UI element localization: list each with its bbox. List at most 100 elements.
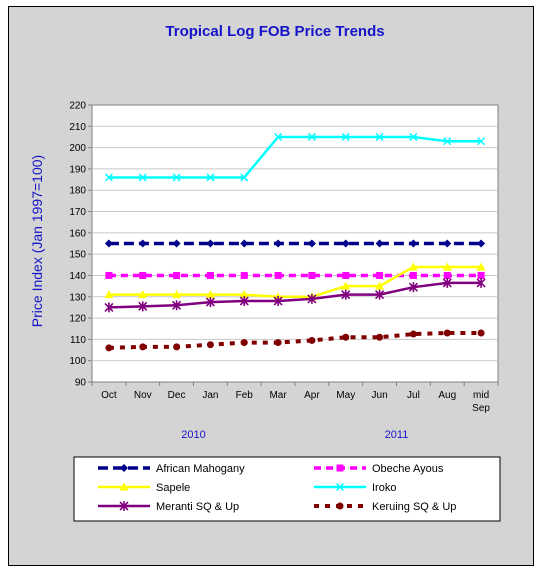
legend-item-iroko: Iroko <box>314 482 396 494</box>
x-tick-label: Sep <box>472 403 490 414</box>
data-point <box>104 290 114 299</box>
x-tick-label: Apr <box>304 390 320 401</box>
data-point <box>240 339 248 347</box>
data-point <box>172 290 182 299</box>
data-point <box>443 329 451 337</box>
data-point <box>307 293 317 304</box>
data-point <box>375 132 384 141</box>
legend-label: African Mahogany <box>156 463 245 475</box>
data-point <box>375 281 385 290</box>
legend-marker <box>120 464 128 472</box>
data-point <box>477 137 486 146</box>
x-tick-label: Jan <box>202 390 218 401</box>
x-tick-label: Mar <box>269 390 287 401</box>
y-tick-label: 150 <box>69 250 86 261</box>
legend-marker <box>336 502 344 510</box>
data-point <box>138 173 147 182</box>
data-point <box>409 239 418 248</box>
x-tick-label: mid <box>473 390 489 401</box>
legend-label: Sapele <box>156 482 190 494</box>
data-point <box>274 132 283 141</box>
chart-title: Tropical Log FOB Price Trends <box>165 23 384 40</box>
data-point <box>205 290 215 299</box>
data-point <box>172 173 181 182</box>
y-tick-label: 220 <box>69 101 86 112</box>
data-point <box>104 239 113 248</box>
data-point <box>139 271 147 279</box>
series-line <box>108 265 482 299</box>
data-point <box>206 271 214 279</box>
data-point <box>138 239 147 248</box>
legend-item-keruing-sq-up: Keruing SQ & Up <box>314 501 456 513</box>
data-point <box>442 262 452 271</box>
data-point <box>409 271 417 279</box>
y-tick-label: 130 <box>69 292 86 303</box>
x-tick-label: Oct <box>101 390 117 401</box>
data-point <box>139 343 147 351</box>
series-obeche-ayous <box>105 271 485 279</box>
x-tick-label: Jul <box>407 390 420 401</box>
data-point <box>240 173 249 182</box>
y-tick-label: 110 <box>70 335 86 346</box>
data-point <box>308 271 316 279</box>
series-line <box>108 135 482 179</box>
data-point <box>342 271 350 279</box>
legend-item-african-mahogany: African Mahogany <box>98 463 245 475</box>
data-point <box>206 239 215 248</box>
year-label: 2010 <box>181 429 205 441</box>
data-point <box>408 262 418 271</box>
data-point <box>206 341 214 349</box>
series-line <box>108 281 482 309</box>
series-meranti-sq-up <box>104 277 486 313</box>
data-point <box>476 262 486 271</box>
data-point <box>341 132 350 141</box>
data-point <box>274 271 282 279</box>
data-point <box>205 297 215 308</box>
year-labels: 2010 2011 <box>181 429 408 441</box>
data-point <box>172 300 182 311</box>
y-tick-label: 200 <box>69 143 86 154</box>
legend-label: Obeche Ayous <box>372 463 444 475</box>
y-tick-label: 90 <box>75 378 87 389</box>
y-tick-label: 140 <box>69 271 86 282</box>
x-tick-label: Feb <box>236 390 254 401</box>
data-point <box>105 344 113 352</box>
y-axis: 90 100 110 120 130 140 150 160 170 180 190 200 210 22… <box>69 101 92 389</box>
data-point <box>104 302 114 313</box>
legend-label: Keruing SQ & Up <box>372 501 456 513</box>
data-point <box>341 289 351 300</box>
data-point <box>138 301 148 312</box>
series-line <box>108 330 482 350</box>
data-point <box>443 137 452 146</box>
data-point <box>341 239 350 248</box>
legend: African Mahogany Obeche Ayous Sapele Iroko M… <box>98 463 456 513</box>
y-axis-label: Price Index (Jan 1997=100) <box>29 155 45 327</box>
data-point <box>239 296 249 307</box>
data-point <box>274 339 282 347</box>
data-point <box>341 281 351 290</box>
data-point <box>442 277 452 288</box>
data-point <box>408 282 418 293</box>
data-point <box>477 329 485 337</box>
data-point <box>172 239 181 248</box>
series-group <box>104 132 486 352</box>
data-point <box>138 290 148 299</box>
y-tick-label: 120 <box>69 314 86 325</box>
data-point <box>273 296 283 307</box>
data-point <box>443 239 452 248</box>
legend-marker <box>119 482 129 491</box>
data-point <box>342 333 350 341</box>
legend-label: Meranti SQ & Up <box>156 501 239 513</box>
legend-item-sapele: Sapele <box>98 482 190 494</box>
x-tick-label: Nov <box>134 390 152 401</box>
legend-marker <box>336 464 344 472</box>
data-point <box>274 239 283 248</box>
x-tick-label: Jun <box>372 390 388 401</box>
data-point <box>307 132 316 141</box>
x-tick-label: Aug <box>438 390 456 401</box>
data-point <box>307 239 316 248</box>
x-tick-label: May <box>336 390 355 401</box>
y-tick-label: 160 <box>69 228 86 239</box>
data-point <box>376 271 384 279</box>
